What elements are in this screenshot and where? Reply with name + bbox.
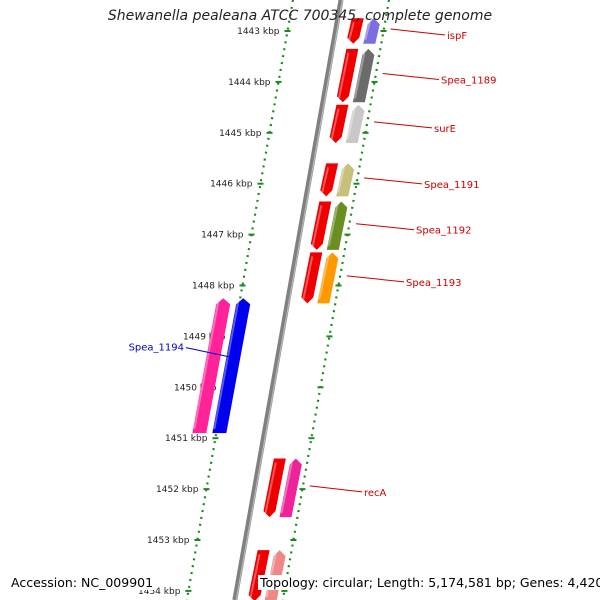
tick-label: 1454 kbp xyxy=(138,587,181,597)
tick-label: 1448 kbp xyxy=(192,282,235,292)
map-title: Shewanella pealeana ATCC 700345, complet… xyxy=(107,8,493,24)
gene-label-spea_1194: Spea_1194 xyxy=(129,343,184,354)
gene-label-sure: surE xyxy=(434,124,456,135)
gene-label-spea_1191: Spea_1191 xyxy=(424,180,479,191)
features xyxy=(192,18,380,600)
reca-gene-cds xyxy=(263,458,286,518)
tick-label: 1449 kbp xyxy=(183,332,226,342)
backbone-line xyxy=(232,0,344,600)
spea_1192-gene xyxy=(326,201,348,250)
ruler: 1443 kbp 1444 kbp 1445 kbp 1446 kbp 1447 kbp… xyxy=(138,0,391,600)
spea_1193-gene xyxy=(317,252,339,304)
tick-label: 1444 kbp xyxy=(228,78,271,88)
tick-label: 1445 kbp xyxy=(219,129,262,139)
gene-label-spea_1189: Spea_1189 xyxy=(441,76,496,87)
tick-label: 1443 kbp xyxy=(237,27,280,37)
sure-gene-cds xyxy=(329,104,349,143)
sure-gene xyxy=(345,104,365,143)
spea_1193-gene-cds xyxy=(301,252,323,304)
spea_1191-gene xyxy=(336,163,355,197)
ispf-gene-cds xyxy=(347,18,364,44)
gene-label-ispf: ispF xyxy=(447,31,467,42)
spea_1192-gene-cds xyxy=(310,201,332,250)
tick-label: 1447 kbp xyxy=(201,231,244,241)
backbone xyxy=(232,0,344,600)
reca-gene xyxy=(279,458,302,518)
spea_1194-gene-cds xyxy=(192,298,231,434)
gene-label-spea_1193: Spea_1193 xyxy=(406,278,461,289)
accession-text: Accession: NC_009901 xyxy=(9,575,156,590)
tick-label: 1451 kbp xyxy=(165,434,208,444)
gene-label-spea_1192: Spea_1192 xyxy=(416,226,471,237)
ispf-gene xyxy=(363,18,380,44)
tick-label: 1452 kbp xyxy=(156,485,199,495)
ruler-left xyxy=(185,0,295,600)
tick-label: 1450 kbp xyxy=(174,383,217,393)
spea_1194-gene xyxy=(212,298,251,434)
spea_1189-gene-cds xyxy=(336,48,359,103)
labels: ispF Spea_1189 surE Spea_1191 Spea_1192 Spea_… xyxy=(129,28,496,499)
spea_1191-gene-cds xyxy=(320,163,339,197)
spea_1189-gene xyxy=(352,48,375,103)
ruler-right xyxy=(281,0,391,600)
gene-label-reca: recA xyxy=(364,488,387,499)
tick-label: 1446 kbp xyxy=(210,180,253,190)
genome-summary-text: Topology: circular; Length: 5,174,581 bp… xyxy=(258,575,600,590)
tick-label: 1453 kbp xyxy=(147,536,190,546)
